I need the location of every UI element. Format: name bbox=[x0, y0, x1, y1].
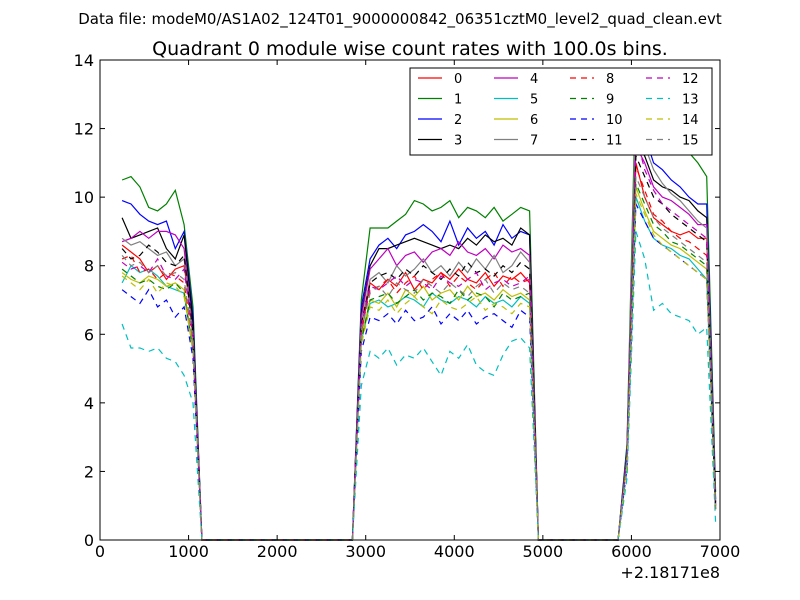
legend-label-11: 11 bbox=[606, 134, 623, 149]
y-tick-label: 2 bbox=[84, 462, 94, 481]
series-15-line bbox=[121, 176, 717, 541]
y-tick-label: 14 bbox=[74, 51, 94, 70]
series-5-line bbox=[121, 196, 717, 541]
series-9-line bbox=[121, 183, 717, 541]
legend-label-1: 1 bbox=[454, 93, 462, 108]
legend-label-3: 3 bbox=[454, 134, 462, 149]
x-tick-label: 4000 bbox=[434, 542, 475, 561]
legend-label-4: 4 bbox=[530, 72, 538, 87]
legend-label-6: 6 bbox=[530, 113, 538, 128]
legend-label-10: 10 bbox=[606, 113, 623, 128]
series-2-line bbox=[121, 118, 717, 541]
legend-label-0: 0 bbox=[454, 72, 462, 87]
series-13-line bbox=[121, 231, 717, 541]
series-7-line bbox=[121, 97, 717, 541]
legend-label-12: 12 bbox=[682, 72, 699, 87]
legend-label-13: 13 bbox=[682, 93, 699, 108]
series-10-line bbox=[121, 201, 717, 541]
legend-label-8: 8 bbox=[606, 72, 614, 87]
y-tick-label: 4 bbox=[84, 394, 94, 413]
x-tick-label: 0 bbox=[95, 542, 105, 561]
y-tick-label: 0 bbox=[84, 531, 94, 550]
x-offset-label: +2.18171e8 bbox=[620, 563, 720, 582]
x-tick-label: 2000 bbox=[257, 542, 298, 561]
legend-label-2: 2 bbox=[454, 113, 462, 128]
series-14-line bbox=[121, 193, 717, 541]
legend-label-5: 5 bbox=[530, 93, 538, 108]
chart-title: Quadrant 0 module wise count rates with … bbox=[152, 38, 668, 60]
x-tick-label: 1000 bbox=[168, 542, 209, 561]
series-12-line bbox=[121, 135, 717, 541]
x-tick-label: 3000 bbox=[345, 542, 386, 561]
x-tick-label: 7000 bbox=[700, 542, 741, 561]
legend-label-14: 14 bbox=[682, 113, 699, 128]
y-tick-label: 6 bbox=[84, 325, 94, 344]
legend-box bbox=[409, 67, 713, 156]
legend-label-15: 15 bbox=[682, 134, 699, 149]
y-tick-label: 10 bbox=[74, 188, 94, 207]
x-tick-label: 5000 bbox=[522, 542, 563, 561]
y-tick-label: 8 bbox=[84, 257, 94, 276]
legend-label-9: 9 bbox=[606, 93, 614, 108]
suptitle: Data file: modeM0/AS1A02_124T01_90000008… bbox=[78, 10, 722, 29]
legend-label-7: 7 bbox=[530, 134, 538, 149]
x-tick-label: 6000 bbox=[611, 542, 652, 561]
y-tick-label: 12 bbox=[74, 120, 94, 139]
plot-frame bbox=[99, 59, 721, 541]
